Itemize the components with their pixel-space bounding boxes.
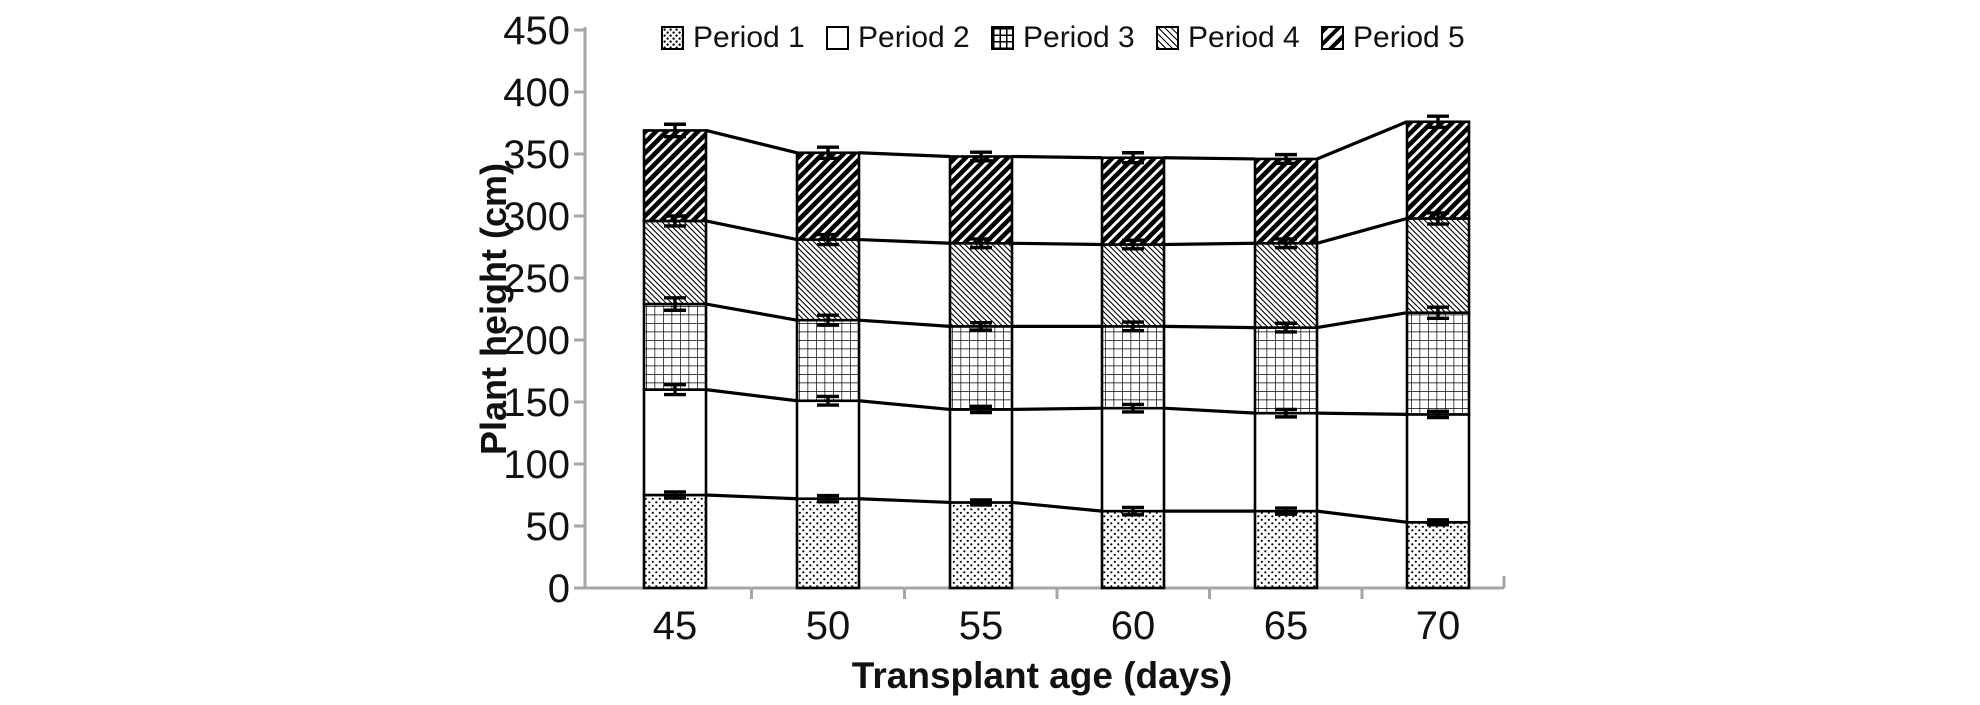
series-line <box>1163 241 1256 247</box>
legend-item: Period 4 <box>1156 21 1300 55</box>
series-line <box>1316 411 1408 416</box>
legend-swatch-none-icon <box>826 26 849 50</box>
bar-segment <box>1100 509 1166 590</box>
bar-segment <box>948 155 1014 245</box>
legend: Period 1 Period 2 Period 3 Period 4 Period 5 <box>0 0 1980 72</box>
series-line <box>1316 509 1408 524</box>
x-axis-title: Transplant age (days) <box>851 655 1233 696</box>
bar-segment <box>795 318 861 403</box>
y-tick-label: 400 <box>503 71 570 115</box>
series-line <box>705 128 798 155</box>
x-tick-label: 50 <box>806 604 851 648</box>
series-line <box>1316 120 1408 161</box>
bar-segment <box>1253 241 1319 329</box>
bar-segment <box>1253 509 1319 590</box>
bar-segment <box>795 399 861 501</box>
bar-segment <box>1405 311 1471 416</box>
series-line <box>1011 154 1103 160</box>
series-line <box>858 318 951 328</box>
series-line <box>1011 241 1103 247</box>
bar-segment <box>642 388 708 497</box>
bar-segment <box>1253 326 1319 415</box>
legend-swatch-dots-icon <box>661 26 684 50</box>
legend-label: Period 5 <box>1353 21 1465 54</box>
series-line <box>705 388 798 403</box>
legend-item: Period 5 <box>1321 21 1465 55</box>
bar-segment <box>642 493 708 590</box>
bar-segment <box>642 129 708 223</box>
y-tick-label: 200 <box>503 319 570 363</box>
y-tick-label: 50 <box>526 505 571 549</box>
bar-segment <box>1100 156 1166 246</box>
series-line <box>1011 406 1103 412</box>
bar-segment <box>948 325 1014 411</box>
x-tick-label: 55 <box>959 604 1004 648</box>
series-line <box>1163 406 1256 415</box>
bar-segment <box>795 151 861 241</box>
bar-segment <box>1405 217 1471 315</box>
series-line <box>705 302 798 322</box>
bar-segment <box>795 497 861 590</box>
bar-segment <box>795 238 861 322</box>
bar-segment <box>1100 243 1166 328</box>
legend-item: Period 2 <box>826 21 970 55</box>
series-line <box>1163 324 1256 330</box>
legend-item: Period 3 <box>991 21 1135 55</box>
legend-item: Period 1 <box>661 21 805 55</box>
series-line <box>1316 311 1408 330</box>
series-line <box>858 497 951 505</box>
bar-segment <box>1100 406 1166 513</box>
y-tick-label: 350 <box>503 133 570 177</box>
legend-swatch-grid-icon <box>991 26 1014 50</box>
bar-segment <box>1253 411 1319 513</box>
legend-label: Period 1 <box>693 21 805 54</box>
x-tick-label: 60 <box>1111 604 1156 648</box>
series-line <box>1011 500 1103 513</box>
bar-segment <box>948 241 1014 328</box>
bar-segment <box>1405 120 1471 220</box>
legend-swatch-light-down-diagonal-icon <box>1156 26 1179 50</box>
x-tick-label: 70 <box>1416 604 1461 648</box>
y-tick-label: 150 <box>503 381 570 425</box>
bar-segment <box>948 501 1014 590</box>
y-tick-label: 450 <box>503 9 570 53</box>
legend-label: Period 2 <box>858 21 970 54</box>
y-tick-label: 0 <box>548 567 570 611</box>
bar-segment <box>642 219 708 306</box>
y-tick-label: 300 <box>503 195 570 239</box>
series-line <box>858 237 951 245</box>
legend-swatch-wide-up-diagonal-icon <box>1321 26 1344 50</box>
x-tick-label: 65 <box>1264 604 1309 648</box>
bar-segment <box>1100 325 1166 410</box>
series-line <box>705 493 798 501</box>
bar-segment <box>948 408 1014 504</box>
series-line <box>858 399 951 412</box>
series-line <box>705 219 798 242</box>
series-line <box>858 151 951 159</box>
series-line <box>1163 156 1256 161</box>
y-tick-label: 250 <box>503 257 570 301</box>
x-tick-label: 45 <box>653 604 698 648</box>
bar-segment <box>1405 413 1471 524</box>
legend-label: Period 3 <box>1023 21 1135 54</box>
legend-label: Period 4 <box>1188 21 1300 54</box>
y-tick-label: 100 <box>503 443 570 487</box>
series-line <box>1316 216 1408 245</box>
bar-segment <box>642 302 708 391</box>
bar-segment <box>1405 520 1471 590</box>
bar-segment <box>1253 157 1319 245</box>
